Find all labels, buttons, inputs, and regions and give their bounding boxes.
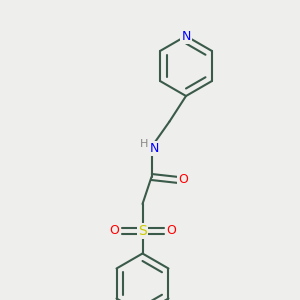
Text: O: O [178, 173, 188, 187]
Text: S: S [138, 224, 147, 238]
Text: N: N [150, 142, 159, 155]
Text: H: H [140, 139, 148, 149]
Text: O: O [109, 224, 119, 238]
Text: N: N [181, 29, 191, 43]
Text: O: O [166, 224, 176, 238]
